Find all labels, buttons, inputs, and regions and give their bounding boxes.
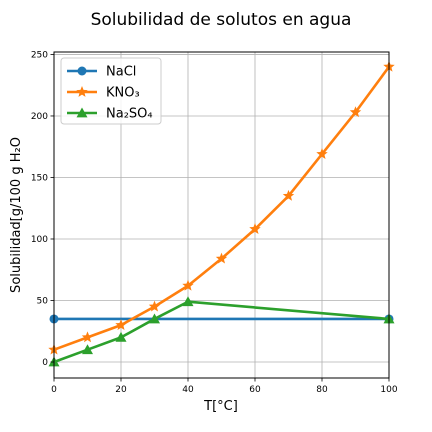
legend-item-kno3: KNO₃: [67, 86, 140, 101]
data-point-kno3: [182, 279, 194, 291]
plot-frame: [53, 51, 390, 379]
legend-box: [60, 57, 162, 125]
data-point-kno3: [316, 148, 328, 159]
legend-marker-nacl: [77, 66, 87, 76]
y-tick-label: 200: [31, 112, 48, 122]
legend-marker-na2so4: [76, 107, 88, 118]
data-point-na2so4: [115, 331, 127, 342]
data-point-kno3: [282, 189, 295, 201]
y-axis: 0 50 100 150 200 250: [31, 50, 54, 368]
x-axis: 0 20 40 60 80 100: [51, 378, 398, 395]
x-tick-label: 60: [249, 385, 261, 395]
x-tick-label: 0: [51, 385, 57, 395]
y-tick-label: 0: [42, 358, 48, 368]
y-tick-label: 250: [31, 50, 48, 60]
data-point-kno3: [249, 223, 261, 234]
grid: [53, 52, 390, 378]
y-tick-label: 100: [31, 235, 48, 245]
series-layer: [48, 60, 395, 367]
y-tick-label: 150: [31, 173, 48, 183]
legend-label-na2so4: Na₂SO₄: [106, 107, 153, 122]
x-tick-label: 40: [182, 385, 194, 395]
data-point-na2so4: [82, 344, 93, 355]
chart-title: Solubilidad de solutos en agua: [91, 10, 352, 30]
legend-label-nacl: NaCl: [106, 65, 136, 80]
data-point-kno3: [349, 106, 362, 118]
x-tick-label: 20: [115, 385, 127, 395]
series-line-na2so4: [53, 300, 390, 364]
y-tick-label: 50: [37, 296, 49, 306]
data-point-kno3: [148, 300, 161, 312]
y-axis-label: Solubilidad[g/100 g H₂O: [9, 137, 24, 293]
legend: NaCl KNO₃ Na₂SO₄: [60, 57, 162, 125]
data-point-kno3: [115, 319, 127, 330]
data-point-kno3: [215, 252, 228, 264]
legend-item-nacl: NaCl: [67, 65, 136, 80]
data-point-na2so4: [182, 296, 194, 307]
legend-marker-kno3: [76, 86, 88, 97]
data-point-kno3: [81, 331, 94, 343]
x-tick-label: 80: [316, 385, 328, 395]
legend-label-kno3: KNO₃: [106, 86, 140, 101]
data-point-na2so4: [149, 313, 160, 324]
legend-item-na2so4: Na₂SO₄: [67, 107, 153, 122]
x-axis-label: T[°C]: [203, 399, 238, 414]
series-kno3: [48, 60, 395, 355]
x-tick-label: 100: [380, 385, 397, 395]
